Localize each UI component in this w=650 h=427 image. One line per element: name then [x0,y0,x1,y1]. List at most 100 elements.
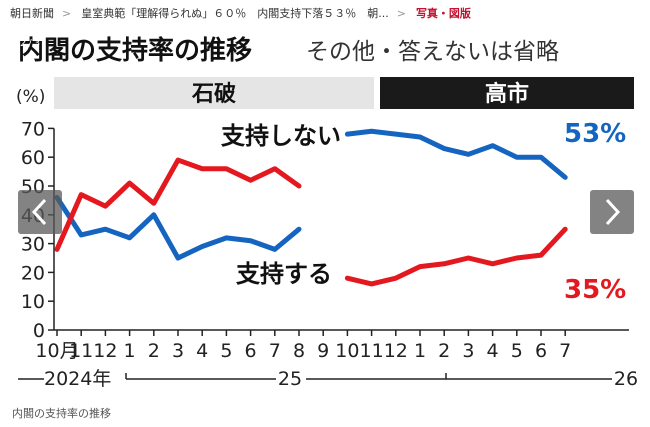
x-tick-label: 4 [487,340,499,362]
series-line-approve-ishiba [54,157,302,252]
chevron-left-icon [31,198,47,226]
data-point-disapprove [127,235,132,241]
x-tick-label: 10月 [35,340,78,362]
x-tick-label: 12 [93,340,117,362]
data-point-disapprove [175,255,181,261]
data-point-approve [248,178,253,183]
data-point-approve [345,275,350,281]
x-tick-label: 7 [269,340,281,362]
series-line-disapprove-ishiba [54,195,302,261]
data-point-disapprove [490,143,495,148]
x-tick-label: 7 [559,340,571,362]
x-tick-label: 10 [335,340,359,362]
y-tick-label: 60 [21,147,45,169]
end-label-approve: 35% [564,275,626,305]
y-tick-label: 30 [21,234,45,256]
data-point-approve [417,264,423,269]
data-point-disapprove [538,155,544,160]
x-tick-label: 5 [220,340,232,362]
data-point-approve [151,201,156,206]
data-point-disapprove [417,134,423,140]
x-tick-label: 11 [360,340,384,362]
x-tick-label: 6 [245,340,257,362]
breadcrumb-article-link[interactable]: 皇室典範「理解得られぬ」６０％ 内閣支持下落５３％ 朝... [81,7,389,20]
y-tick-label: 70 [21,118,45,140]
data-point-approve [224,166,229,171]
period-label-ishiba: 石破 [191,81,236,107]
data-point-disapprove [466,152,471,157]
data-point-disapprove [442,146,447,151]
breadcrumb-separator: > [396,6,406,20]
end-label-disapprove: 53% [564,119,626,149]
x-tick-label: 5 [511,340,523,362]
data-point-disapprove [200,244,205,249]
x-tick-label: 3 [172,340,184,362]
x-tick-label: 1 [414,340,426,362]
breadcrumb-separator: > [62,6,72,20]
x-tick-label: 9 [317,340,329,362]
breadcrumb-home-link[interactable]: 朝日新聞 [10,7,54,20]
y-tick-label: 0 [33,320,45,342]
prev-photo-button[interactable] [18,190,62,234]
chart-title: 内閣の支持率の推移 [18,35,252,66]
data-point-approve [54,247,60,252]
data-point-approve [490,261,495,266]
year-label-2025: 25 [278,368,302,390]
period-label-takaichi: 高市 [485,81,529,107]
series-line-approve-takaichi [344,226,568,287]
data-point-approve [127,180,132,186]
data-point-approve [514,255,519,261]
data-point-disapprove [151,212,156,217]
year-label-2024: 2024年 [44,368,111,390]
y-axis-unit: (%) [16,87,45,107]
x-tick-label: 6 [535,340,547,362]
data-point-approve [393,275,398,281]
data-point-approve [369,281,374,287]
data-point-disapprove [272,247,277,252]
series-label-disapprove: 支持しない [221,122,341,150]
period-banner-ishiba [54,77,374,109]
photo-caption: 内閣の支持率の推移 [12,407,111,420]
chevron-right-icon [605,198,621,226]
data-point-approve [538,252,544,258]
data-point-approve [79,192,84,197]
data-point-disapprove [248,238,253,243]
data-point-disapprove [514,155,519,160]
data-point-disapprove [345,131,350,137]
x-tick-label: 12 [384,340,408,362]
data-point-disapprove [224,235,229,241]
x-tick-label: 3 [462,340,474,362]
data-point-disapprove [79,232,84,238]
y-tick-label: 20 [21,262,45,284]
year-label-2026: 26 [614,368,638,390]
data-point-disapprove [393,131,398,137]
data-point-approve [103,203,108,209]
x-tick-label: 11 [69,340,93,362]
series-line-disapprove-takaichi [344,128,568,180]
data-point-approve [466,255,471,261]
data-point-disapprove [369,129,374,134]
data-point-approve [272,166,277,171]
y-tick-label: 10 [21,291,45,313]
x-tick-label: 8 [293,340,305,362]
data-point-approve [200,166,205,171]
x-tick-label: 2 [148,340,160,362]
data-point-disapprove [296,227,302,232]
x-tick-label: 4 [196,340,208,362]
series-label-approve: 支持する [236,260,332,288]
breadcrumb: 朝日新聞 > 皇室典範「理解得られぬ」６０％ 内閣支持下落５３％ 朝... > … [0,0,650,26]
x-tick-label: 2 [438,340,450,362]
chart-subtitle: その他・答えないは省略 [306,39,559,65]
period-banner-takaichi [380,77,634,109]
data-point-approve [296,183,302,189]
breadcrumb-current: 写真・図版 [415,7,471,20]
x-tick-label: 1 [124,340,136,362]
data-point-disapprove [103,227,108,232]
approval-chart: 内閣の支持率の推移その他・答えないは省略石破高市(%)0102030405060… [16,35,638,390]
next-photo-button[interactable] [590,190,634,234]
data-point-approve [442,261,447,266]
data-point-approve [563,227,568,232]
data-point-approve [175,157,181,163]
gallery-counter: 2/3 [20,38,43,49]
data-point-disapprove [563,175,568,180]
